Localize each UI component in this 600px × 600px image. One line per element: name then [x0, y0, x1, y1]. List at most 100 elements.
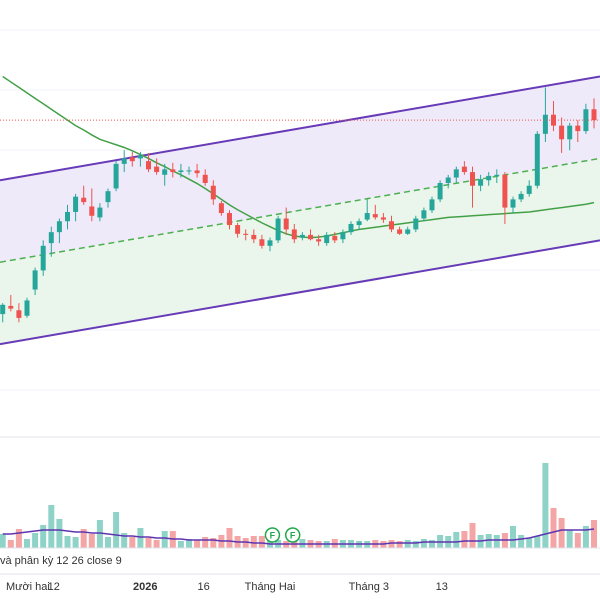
candle[interactable]: [146, 152, 151, 173]
volume-bar[interactable]: [145, 538, 152, 548]
candle[interactable]: [591, 98, 597, 129]
channel-midline[interactable]: [0, 157, 600, 263]
candle[interactable]: [243, 229, 249, 241]
candle[interactable]: [356, 218, 362, 230]
candle[interactable]: [48, 226, 54, 257]
volume-bar[interactable]: [542, 463, 549, 548]
candle[interactable]: [16, 303, 22, 323]
candle[interactable]: [186, 166, 192, 175]
candle[interactable]: [316, 234, 322, 246]
volume-bar[interactable]: [493, 535, 500, 548]
candle[interactable]: [97, 203, 103, 222]
candle[interactable]: [40, 240, 46, 276]
volume-bar[interactable]: [250, 536, 257, 548]
candle[interactable]: [227, 210, 232, 230]
candle[interactable]: [0, 303, 6, 323]
volume-bar[interactable]: [56, 519, 63, 548]
volume-bar[interactable]: [40, 525, 47, 548]
volume-bar[interactable]: [137, 528, 144, 548]
candle[interactable]: [308, 229, 313, 241]
candle[interactable]: [275, 215, 281, 244]
volume-bar[interactable]: [113, 512, 120, 548]
candle[interactable]: [332, 232, 338, 244]
candle[interactable]: [235, 222, 241, 238]
volume-bar[interactable]: [518, 535, 525, 548]
volume-bar[interactable]: [129, 537, 136, 548]
candlestick-series[interactable]: [0, 87, 597, 323]
candle[interactable]: [340, 229, 346, 244]
candle[interactable]: [194, 163, 200, 178]
volume-bar[interactable]: [121, 533, 128, 548]
candle[interactable]: [89, 188, 95, 222]
candle[interactable]: [518, 191, 524, 203]
volume-bar[interactable]: [72, 537, 79, 548]
volume-bar[interactable]: [469, 523, 476, 548]
candle[interactable]: [56, 218, 62, 244]
candle[interactable]: [364, 199, 370, 222]
volume-bar[interactable]: [64, 536, 71, 548]
candle[interactable]: [32, 267, 38, 295]
candle[interactable]: [178, 163, 184, 178]
candle[interactable]: [534, 131, 540, 189]
candle[interactable]: [413, 215, 419, 233]
candle[interactable]: [380, 213, 386, 223]
candle[interactable]: [372, 204, 378, 220]
candle[interactable]: [437, 180, 443, 203]
candle[interactable]: [170, 162, 176, 178]
volume-bar[interactable]: [461, 531, 468, 548]
volume-bar[interactable]: [574, 533, 581, 548]
candle[interactable]: [324, 232, 330, 246]
volume-bar[interactable]: [412, 541, 419, 548]
candle[interactable]: [121, 150, 127, 173]
candle[interactable]: [397, 226, 403, 235]
volume-bar[interactable]: [48, 505, 55, 548]
volume-bar[interactable]: [558, 518, 565, 548]
volume-bar[interactable]: [420, 539, 427, 548]
volume-average-line[interactable]: [2, 528, 595, 545]
candle[interactable]: [575, 120, 581, 143]
volume-bar[interactable]: [550, 508, 557, 548]
volume-bar[interactable]: [80, 529, 87, 548]
event-marker[interactable]: F: [264, 527, 281, 543]
candle[interactable]: [421, 207, 427, 222]
volume-bar[interactable]: [226, 528, 233, 548]
candle[interactable]: [494, 169, 500, 183]
candle[interactable]: [24, 297, 30, 318]
candle[interactable]: [567, 122, 573, 151]
candle[interactable]: [129, 151, 135, 167]
candle[interactable]: [137, 151, 143, 167]
volume-bar[interactable]: [177, 541, 184, 548]
volume-bar[interactable]: [24, 539, 30, 548]
candle[interactable]: [162, 163, 168, 186]
candle[interactable]: [154, 158, 160, 175]
candle[interactable]: [81, 185, 87, 205]
candle[interactable]: [210, 180, 216, 205]
candle[interactable]: [510, 196, 516, 214]
volume-bar[interactable]: [7, 540, 14, 548]
volume-bar[interactable]: [15, 529, 22, 548]
candle[interactable]: [202, 169, 208, 186]
candle[interactable]: [542, 87, 548, 143]
volume-bar[interactable]: [258, 536, 265, 548]
volume-bar[interactable]: [388, 540, 395, 548]
volume-bar[interactable]: [0, 534, 6, 548]
candle[interactable]: [559, 117, 565, 153]
candle[interactable]: [348, 221, 354, 235]
candle[interactable]: [453, 166, 459, 183]
candle[interactable]: [267, 237, 273, 252]
candle[interactable]: [445, 174, 451, 189]
candle[interactable]: [429, 196, 435, 214]
event-marker[interactable]: F: [284, 527, 301, 543]
volume-bar[interactable]: [194, 540, 201, 548]
volume-bar[interactable]: [96, 520, 103, 548]
volume-bar[interactable]: [210, 538, 217, 548]
candle[interactable]: [113, 161, 119, 192]
volume-bar[interactable]: [510, 526, 516, 548]
volume-bar[interactable]: [582, 526, 589, 548]
indicator-legend[interactable]: và phân kỳ 12 26 close 9: [0, 555, 122, 567]
candle[interactable]: [218, 201, 224, 216]
volume-bar[interactable]: [105, 537, 111, 548]
